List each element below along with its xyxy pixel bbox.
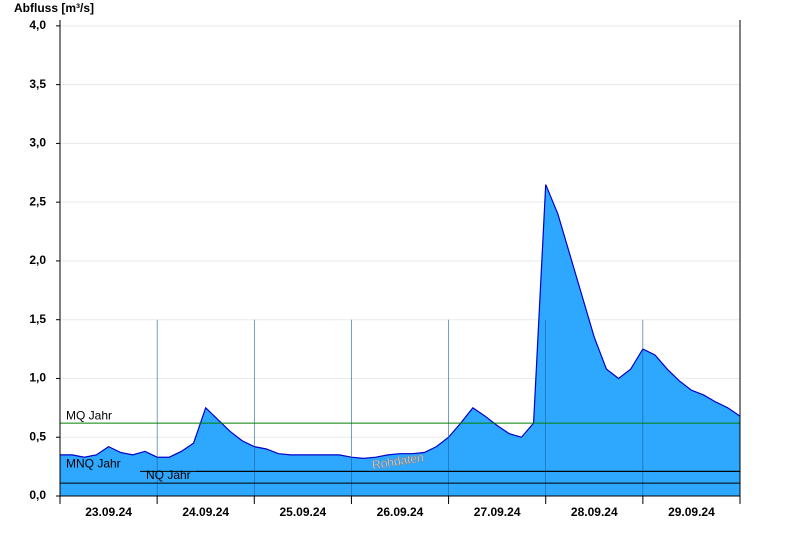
y-tick-label: 0,5 <box>29 429 46 443</box>
reference-label: NQ Jahr <box>146 468 191 482</box>
x-tick-label: 27.09.24 <box>474 505 521 519</box>
y-tick-label: 4,0 <box>29 18 46 32</box>
x-tick-label: 28.09.24 <box>571 505 618 519</box>
y-tick-label: 1,5 <box>29 312 46 326</box>
y-tick-label: 2,5 <box>29 194 46 208</box>
reference-label: MNQ Jahr <box>66 456 121 470</box>
y-tick-label: 2,0 <box>29 253 46 267</box>
x-tick-label: 24.09.24 <box>182 505 229 519</box>
reference-label: MQ Jahr <box>66 408 112 422</box>
x-tick-label: 29.09.24 <box>668 505 715 519</box>
x-tick-label: 23.09.24 <box>85 505 132 519</box>
y-tick-label: 3,0 <box>29 136 46 150</box>
y-tick-label: 1,0 <box>29 371 46 385</box>
y-axis-label: Abfluss [m³/s] <box>14 1 94 15</box>
y-tick-label: 3,5 <box>29 77 46 91</box>
area <box>60 184 740 496</box>
y-tick-label: 0,0 <box>29 488 46 502</box>
line <box>60 184 741 459</box>
x-tick-label: 26.09.24 <box>377 505 424 519</box>
x-tick-label: 25.09.24 <box>279 505 326 519</box>
